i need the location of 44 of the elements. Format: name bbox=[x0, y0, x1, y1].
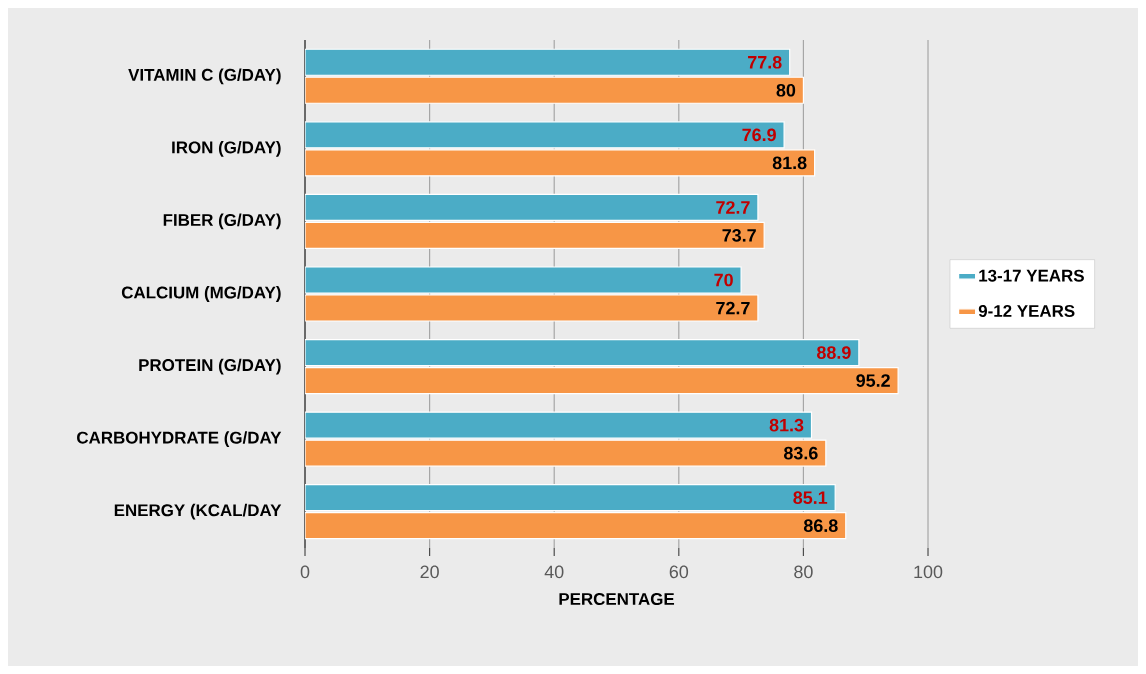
bar bbox=[305, 76, 805, 104]
data-label: 72.7 bbox=[716, 201, 750, 214]
bar bbox=[305, 338, 860, 367]
bar bbox=[305, 221, 765, 250]
x-tick-label: 0 bbox=[300, 565, 310, 579]
bar bbox=[305, 411, 813, 439]
x-tick-label: 100 bbox=[914, 565, 943, 579]
bar bbox=[305, 294, 759, 322]
x-axis-title: PERCENTAGE bbox=[559, 593, 675, 606]
bar bbox=[305, 193, 759, 222]
bar bbox=[305, 266, 742, 294]
bar bbox=[305, 484, 836, 512]
x-tick-label: 80 bbox=[794, 565, 813, 579]
data-label: 85.1 bbox=[793, 491, 828, 505]
y-tick-label: CALCIUM (MG/DAY) bbox=[121, 286, 281, 302]
bar bbox=[305, 48, 791, 76]
bar bbox=[305, 512, 847, 540]
legend-label: 9-12 YEARS bbox=[978, 304, 1075, 317]
x-tick-label: 60 bbox=[669, 565, 689, 579]
data-label: 81.3 bbox=[769, 418, 804, 432]
data-label: 88.9 bbox=[817, 346, 851, 359]
data-label: 76.9 bbox=[742, 128, 776, 142]
data-label: 77.8 bbox=[748, 55, 782, 69]
bar bbox=[305, 149, 816, 177]
bar bbox=[305, 439, 827, 467]
data-label: 95.2 bbox=[856, 374, 890, 387]
bar bbox=[305, 366, 899, 395]
data-label: 73.7 bbox=[722, 229, 756, 242]
y-tick-label: CARBOHYDRATE (G/DAY bbox=[77, 431, 282, 448]
data-label: 72.7 bbox=[716, 301, 750, 315]
data-label: 80 bbox=[776, 83, 796, 97]
y-tick-label: IRON (G/DAY) bbox=[172, 140, 281, 157]
x-tick-label: 40 bbox=[544, 565, 564, 579]
y-tick-label: FIBER (G/DAY) bbox=[163, 213, 281, 230]
data-label: 81.8 bbox=[772, 156, 807, 170]
y-tick-label: ENERGY (KCAL/DAY bbox=[114, 503, 282, 520]
legend-label: 13-17 YEARS bbox=[979, 269, 1084, 282]
x-tick-label: 20 bbox=[420, 565, 439, 579]
y-tick-label: VITAMIN C (G/DAY) bbox=[128, 68, 281, 85]
y-tick-label: PROTEIN (G/DAY) bbox=[139, 358, 281, 375]
data-label: 83.6 bbox=[783, 446, 818, 460]
data-label: 70 bbox=[714, 273, 733, 287]
bar bbox=[305, 121, 785, 149]
data-label: 86.8 bbox=[803, 519, 838, 533]
